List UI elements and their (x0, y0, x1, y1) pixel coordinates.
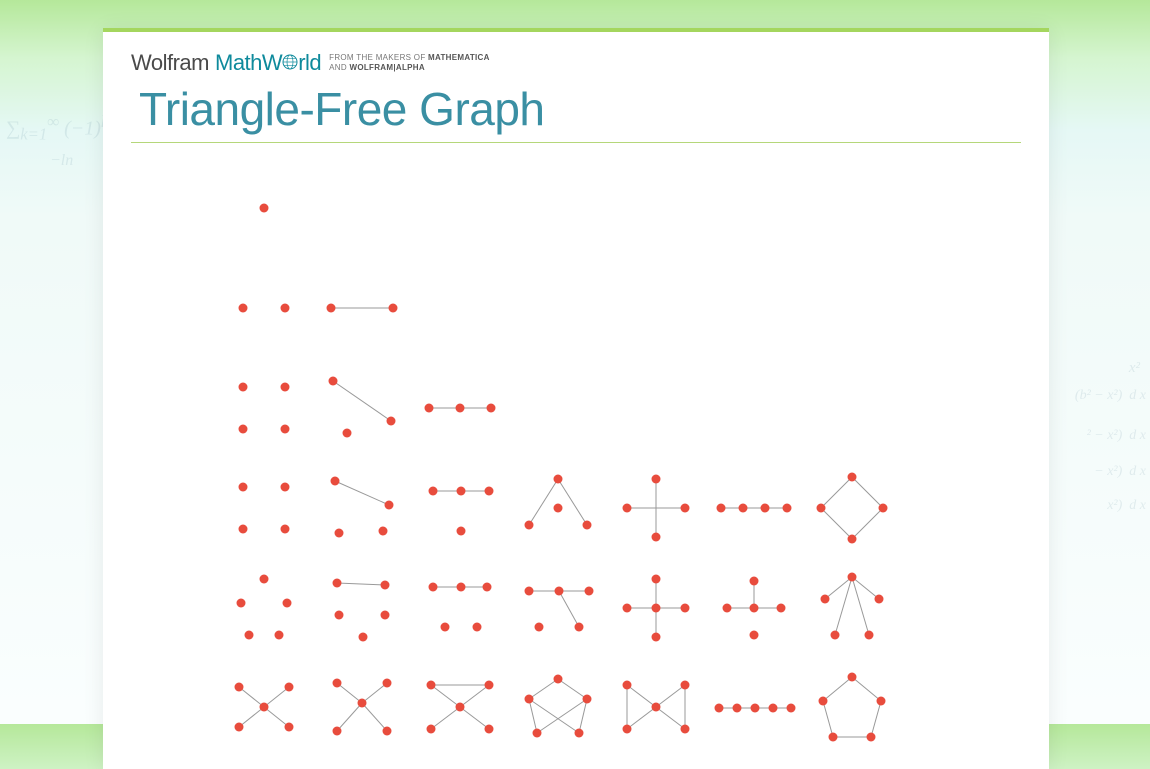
page-title: Triangle-Free Graph (139, 82, 1021, 136)
graph-row (225, 669, 1021, 747)
graph-cell (519, 569, 597, 647)
content-card: Wolfram MathWrld FROM THE MAKERS OF MATH… (103, 28, 1049, 769)
bg-decor: (b² − x²) d x (1075, 388, 1146, 404)
graph-cell (323, 269, 401, 347)
graph-cell (421, 369, 499, 447)
site-logo[interactable]: Wolfram MathWrld FROM THE MAKERS OF MATH… (131, 50, 1021, 76)
graph-cell (715, 669, 793, 747)
logo-tagline: FROM THE MAKERS OF MATHEMATICA AND WOLFR… (329, 53, 490, 72)
graph-cell (323, 569, 401, 647)
graph-cell (813, 669, 891, 747)
graph-cell (617, 469, 695, 547)
logo-product: MathWrld (215, 50, 321, 76)
graph-cell (421, 669, 499, 747)
graph-cell (813, 569, 891, 647)
globe-icon (282, 50, 298, 76)
graph-cell (323, 669, 401, 747)
graph-cell (519, 469, 597, 547)
bg-decor: x² (1129, 360, 1140, 377)
graph-row (225, 569, 1021, 647)
graph-cell (225, 669, 303, 747)
graph-row (225, 469, 1021, 547)
bg-decor: −ln (50, 152, 73, 170)
graph-cell (421, 469, 499, 547)
graph-cell (421, 569, 499, 647)
bg-decor: ² − x²) d x (1087, 428, 1146, 444)
graph-cell (225, 369, 303, 447)
graph-row (225, 369, 1021, 447)
graph-cell (617, 669, 695, 747)
graph-cell (715, 569, 793, 647)
graph-cell (813, 469, 891, 547)
graph-row (225, 269, 1021, 347)
graph-cell (715, 469, 793, 547)
logo-brand: Wolfram (131, 50, 209, 76)
graph-cell (323, 369, 401, 447)
graph-cell (225, 269, 303, 347)
title-rule (131, 142, 1021, 143)
graph-cell (617, 569, 695, 647)
graph-cell (225, 469, 303, 547)
graph-cell (519, 669, 597, 747)
graph-cell (323, 469, 401, 547)
graph-cell (225, 569, 303, 647)
graph-cell (225, 169, 303, 247)
graph-row (225, 169, 1021, 247)
bg-decor: − x²) d x (1094, 464, 1146, 480)
bg-decor: x²) d x (1107, 498, 1146, 514)
graph-gallery (225, 169, 1021, 747)
